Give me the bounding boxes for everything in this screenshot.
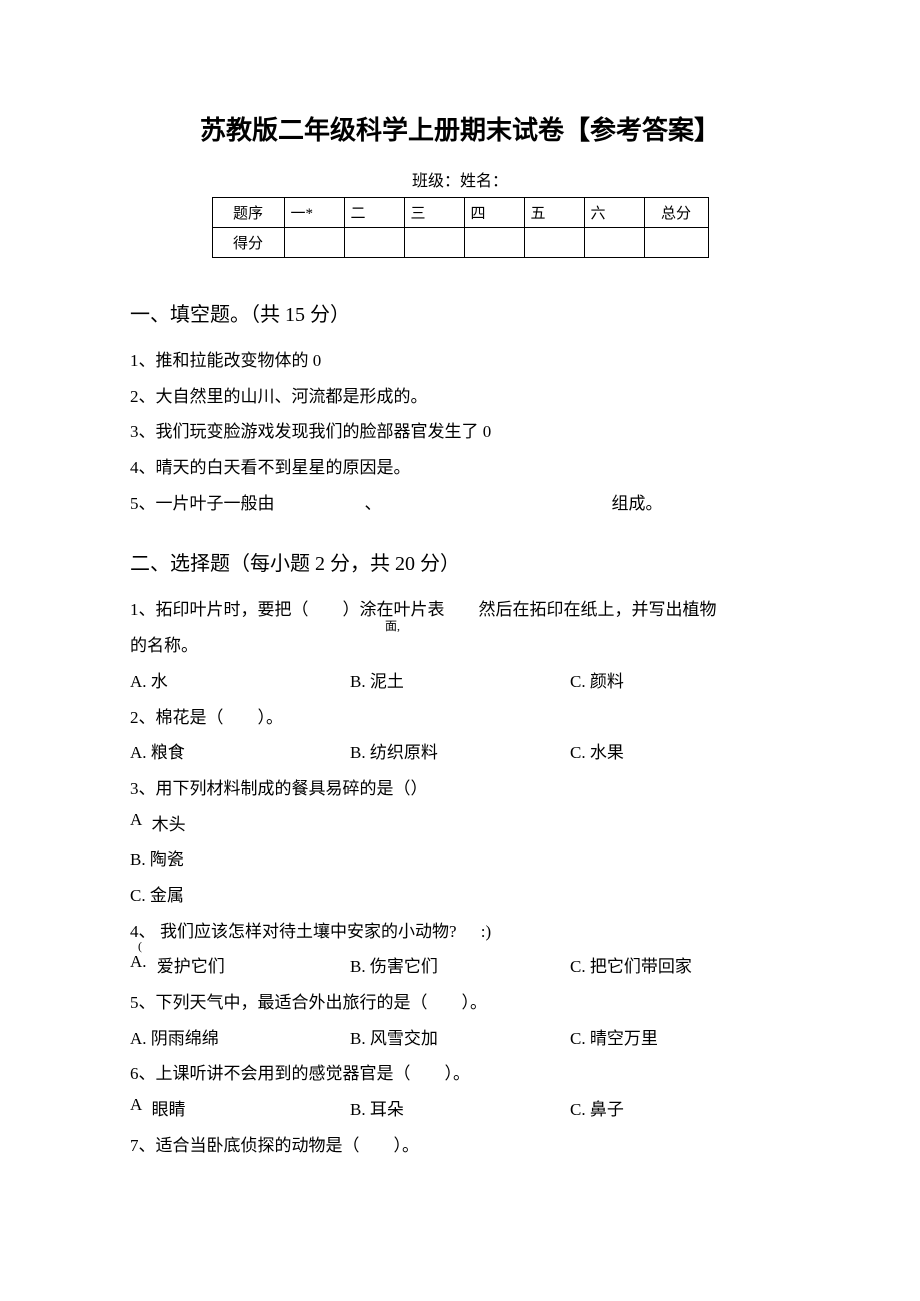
- option-b: B. 耳朵: [350, 1092, 570, 1128]
- option-a: A 眼睛: [130, 1092, 350, 1128]
- option-a: A. 阴雨绵绵: [130, 1021, 350, 1057]
- score-cell: [524, 228, 584, 258]
- score-cell: [644, 228, 708, 258]
- exam-page: 苏教版二年级科学上册期末试卷【参考答案】 班级：姓名： 题序 一* 二 三 四 …: [0, 0, 920, 1301]
- mc-stem: 3、用下列材料制成的餐具易碎的是（）: [130, 771, 790, 807]
- mc-options: A. 爱护它们 B. 伤害它们 C. 把它们带回家: [130, 949, 790, 985]
- row-header: 得分: [212, 228, 284, 258]
- option-c: C. 把它们带回家: [570, 949, 790, 985]
- class-name-line: 班级：姓名：: [130, 167, 790, 191]
- fill-blank-item: 2、大自然里的山川、河流都是形成的。: [130, 379, 790, 415]
- option-c: C. 水果: [570, 735, 790, 771]
- opt-a-label: A: [130, 1095, 141, 1114]
- mc-stem: 5、下列天气中，最适合外出旅行的是（ ）。: [130, 985, 790, 1021]
- mc-stem-cont: 的名称。: [130, 628, 790, 664]
- option-c: C. 鼻子: [570, 1092, 790, 1128]
- col-3: 三: [404, 198, 464, 228]
- option-c: C. 晴空万里: [570, 1021, 790, 1057]
- section-2-heading: 二、选择题（每小题 2 分，共 20 分）: [130, 547, 790, 576]
- opt-a-text: 木头: [152, 815, 186, 834]
- table-row: 题序 一* 二 三 四 五 六 总分: [212, 198, 708, 228]
- opt-a-label: A.: [130, 952, 147, 971]
- mc-stem: 2、棉花是（ ）。: [130, 700, 790, 736]
- option-a: A. 爱护它们: [130, 949, 350, 985]
- col-1: 一*: [284, 198, 344, 228]
- fill-blank-item: 1、推和拉能改变物体的 0: [130, 343, 790, 379]
- col-6: 六: [584, 198, 644, 228]
- q5-prefix: 5、一片叶子一般由: [130, 494, 275, 513]
- mc-options: A 眼睛 B. 耳朵 C. 鼻子: [130, 1092, 790, 1128]
- mc-options: A. 粮食 B. 纺织原料 C. 水果: [130, 735, 790, 771]
- option-b: B. 纺织原料: [350, 735, 570, 771]
- option-b: B. 伤害它们: [350, 949, 570, 985]
- col-4: 四: [464, 198, 524, 228]
- option-b: B. 陶瓷: [130, 842, 790, 878]
- mc-stem: 1、拓印叶片时，要把（ ）涂在叶片表 然后在拓印在纸上，并写出植物 面,: [130, 592, 790, 628]
- option-a: A. 水: [130, 664, 350, 700]
- option-b: B. 风雪交加: [350, 1021, 570, 1057]
- row-header: 题序: [212, 198, 284, 228]
- option-c: C. 颜料: [570, 664, 790, 700]
- score-cell: [584, 228, 644, 258]
- fill-blank-item: 5、一片叶子一般由 、 组成。: [130, 486, 790, 522]
- option-a: A. 粮食: [130, 735, 350, 771]
- q4-dots: :): [481, 922, 491, 941]
- mc-options: A. 阴雨绵绵 B. 风雪交加 C. 晴空万里: [130, 1021, 790, 1057]
- mc-stem: 7、适合当卧底侦探的动物是（ ）。: [130, 1128, 790, 1164]
- score-cell: [404, 228, 464, 258]
- fill-blank-item: 4、晴天的白天看不到星星的原因是。: [130, 450, 790, 486]
- score-cell: [284, 228, 344, 258]
- score-cell: [464, 228, 524, 258]
- fill-blank-item: 3、我们玩变脸游戏发现我们的脸部器官发生了 0: [130, 414, 790, 450]
- q4-stem: 我们应该怎样对待土壤中安家的小动物?: [160, 922, 457, 941]
- opt-a-label: A: [130, 810, 141, 829]
- col-2: 二: [344, 198, 404, 228]
- col-total: 总分: [644, 198, 708, 228]
- option-c: C. 金属: [130, 878, 790, 914]
- table-row: 得分: [212, 228, 708, 258]
- q5-suffix: 组成。: [612, 494, 663, 513]
- mc-options: A. 水 B. 泥土 C. 颜料: [130, 664, 790, 700]
- score-table: 题序 一* 二 三 四 五 六 总分 得分: [212, 197, 709, 258]
- opt-a-text: 爱护它们: [157, 957, 225, 976]
- option-b: B. 泥土: [350, 664, 570, 700]
- option-a: A 木头: [130, 807, 790, 843]
- col-5: 五: [524, 198, 584, 228]
- q1-sub: 面,: [385, 614, 400, 639]
- mc-stem: 6、上课听讲不会用到的感觉器官是（ ）。: [130, 1056, 790, 1092]
- mc-stem: 4、 ( 我们应该怎样对待土壤中安家的小动物? :): [130, 914, 790, 950]
- page-title: 苏教版二年级科学上册期末试卷【参考答案】: [130, 110, 790, 147]
- score-cell: [344, 228, 404, 258]
- q1-line1: 1、拓印叶片时，要把（ ）涂在叶片表 然后在拓印在纸上，并写出植物: [130, 600, 717, 619]
- q4-num: 4、: [130, 922, 156, 941]
- opt-a-text: 眼睛: [152, 1100, 186, 1119]
- section-1-heading: 一、填空题。（共 15 分）: [130, 298, 790, 327]
- q5-sep: 、: [365, 494, 382, 513]
